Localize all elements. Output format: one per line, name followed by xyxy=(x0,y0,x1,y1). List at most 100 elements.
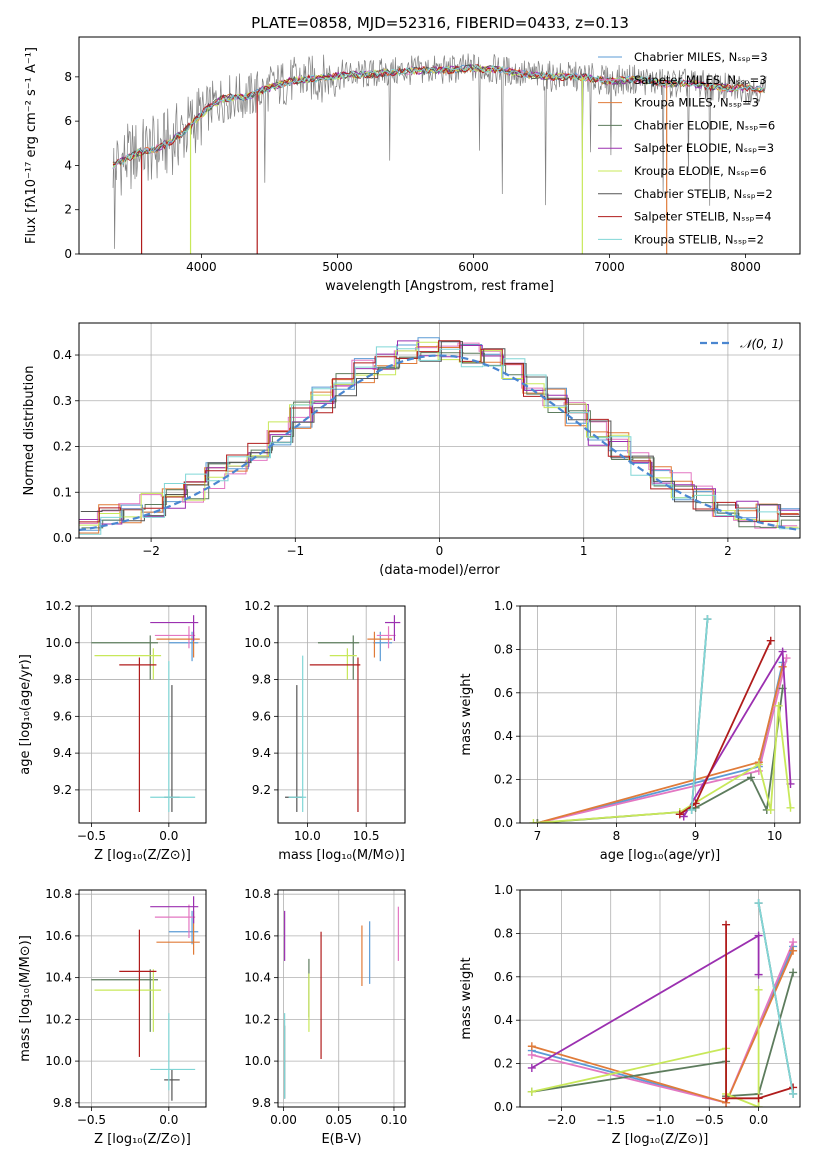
residuals-frame xyxy=(78,322,801,539)
histogram-step-chabrier-elodie xyxy=(81,352,800,529)
weight_vs_age-y-axis-label: mass weight xyxy=(459,673,474,755)
weight_vs_Z-panel: −2.0 −1.5 −1.0 −0.5 0.0 0.0 0.2 0.4 0.6 0.8 1.0 Z [… xyxy=(459,883,801,1147)
age_vs_Z-y-tick-label: 9.6 xyxy=(53,709,72,723)
age_vs_Z-errorbar-salpeter-elodie xyxy=(150,615,199,641)
legend-label-kroupa-stelib: Kroupa STELIB, Nₛₛₚ=2 xyxy=(634,232,764,246)
weight_vs_Z-y-tick-label: 0.0 xyxy=(494,1100,513,1114)
weight_vs_Z-y-tick-label: 1.0 xyxy=(494,883,513,897)
age_vs_mass-errorbar-chabrier-elodie xyxy=(317,635,360,680)
spectrum-plot-area xyxy=(112,53,767,254)
weight_vs_Z-line-salpeter-stelib xyxy=(725,924,794,1100)
weight_vs_age-marker-kroupa-elodie xyxy=(529,819,538,823)
weight_vs_Z-marker-salpeter-stelib xyxy=(722,1094,731,1103)
mass_vs_Z-errorbar-chabrier-elodie xyxy=(91,969,158,1032)
spectrum-model-line-kroupa-stelib xyxy=(112,64,765,169)
mass_vs_ebv-y-tick-label: 10.2 xyxy=(244,1012,271,1026)
spectrum-x-axis-label: wavelength [Angstrom, rest frame] xyxy=(325,279,554,294)
mass_vs_ebv-y-tick-label: 10.0 xyxy=(244,1054,271,1068)
mass_vs_Z-panel: −0.5 0.0 9.8 10.0 10.2 10.4 10.6 10.8 Z [log₁₀(Z… xyxy=(18,887,207,1147)
age_vs_Z-errorbar-salpeter-miles xyxy=(154,626,196,649)
age_vs_mass-frame xyxy=(277,605,406,824)
age_vs_mass-errorbar-salpeter-stelib xyxy=(309,657,361,812)
residuals-x-tick-label: 0 xyxy=(436,544,444,558)
spectrum-y-tick-label: 2 xyxy=(64,203,72,217)
mass_vs_Z-errorbar-salpeter-miles xyxy=(154,904,196,938)
spectrum-y-tick-label: 4 xyxy=(64,158,72,172)
spectrum-y-axis-label: Flux [fλ10⁻¹⁷ erg cm⁻² s⁻¹ A⁻¹] xyxy=(24,47,39,244)
mass_vs_Z-frame xyxy=(78,889,207,1108)
weight_vs_age-marker-kroupa-stelib xyxy=(703,615,712,624)
weight_vs_Z-x-tick-label: −1.5 xyxy=(596,1113,625,1127)
age_vs_Z-y-tick-label: 9.2 xyxy=(53,783,72,797)
weight_vs_Z-marker-kroupa-stelib xyxy=(789,1089,798,1098)
weight_vs_age-marker-kroupa-stelib xyxy=(687,805,696,814)
weight_vs_age-marker-salpeter-elodie xyxy=(778,647,787,656)
weight_vs_age-line-kroupa-stelib xyxy=(690,618,709,811)
age_vs_Z-y-axis-label: age [log₁₀(age/yr)] xyxy=(18,654,33,775)
age_vs_Z-errorbar-kroupa-elodie xyxy=(94,648,162,680)
weight_vs_age-x-axis-label: age [log₁₀(age/yr)] xyxy=(600,848,721,863)
age_vs_mass-errorbar-salpeter-miles xyxy=(376,626,396,649)
age_vs_Z-panel: −0.5 0.0 9.2 9.4 9.6 9.8 10.0 10.2 Z [log₁₀(Z/Z⊙… xyxy=(18,599,207,863)
mass_vs_ebv-y-tick-label: 9.8 xyxy=(252,1096,271,1110)
legend-label-kroupa-miles: Kroupa MILES, Nₛₛₚ=3 xyxy=(634,96,759,110)
age_vs_Z-y-tick-label: 10.2 xyxy=(45,599,72,613)
weight_vs_Z-plot-area xyxy=(527,899,798,1107)
mass_vs_Z-errorbar-kroupa-elodie xyxy=(94,969,162,1032)
age_vs_mass-x-tick-label: 10.5 xyxy=(353,829,380,843)
figure-title: PLATE=0858, MJD=52316, FIBERID=0433, z=0… xyxy=(251,14,629,32)
age_vs_Z-errorbar-chabrier-stelib xyxy=(164,685,180,812)
mass_vs_Z-errorbar-chabrier-stelib xyxy=(164,1069,180,1101)
age_vs_mass-panel: 10.0 10.5 9.2 9.4 9.6 9.8 10.0 10.2 mass [log₁₀(… xyxy=(244,599,406,863)
weight_vs_age-marker-salpeter-stelib xyxy=(675,810,684,819)
weight_vs_age-y-tick-label: 1.0 xyxy=(494,599,513,613)
weight_vs_age-marker-kroupa-elodie xyxy=(766,805,775,814)
age_vs_Z-frame xyxy=(78,605,207,824)
mass_vs_Z-y-tick-label: 10.2 xyxy=(45,1012,72,1026)
weight_vs_Z-marker-salpeter-elodie xyxy=(527,1063,536,1072)
weight_vs_age-x-tick-label: 10 xyxy=(767,829,782,843)
histogram-step-salpeter-stelib xyxy=(79,340,800,523)
residuals-y-tick-label: 0.4 xyxy=(53,348,72,362)
mass_vs_Z-y-tick-label: 10.0 xyxy=(45,1054,72,1068)
age_vs_mass-y-tick-label: 9.6 xyxy=(252,709,271,723)
mass_vs_ebv-x-tick-label: 0.10 xyxy=(381,1113,408,1127)
residuals-panel: −2 −1 0 1 2 0.0 0.1 0.2 0.3 0.4 (data-model)/error… xyxy=(22,322,801,578)
legend-label-chabrier-miles: Chabrier MILES, Nₛₛₚ=3 xyxy=(634,50,768,64)
age_vs_Z-y-tick-label: 9.8 xyxy=(53,673,72,687)
age_vs_mass-x-tick-label: 10.0 xyxy=(294,829,321,843)
spectrum-panel: 4000 5000 6000 7000 8000 0 2 4 6 8 wavelength [Ang… xyxy=(24,36,801,294)
weight_vs_age-line-chabrier-miles xyxy=(537,662,784,823)
age_vs_mass-errorbar-chabrier-miles xyxy=(373,631,393,662)
weight_vs_age-marker-salpeter-stelib xyxy=(766,636,775,645)
weight_vs_Z-x-tick-label: −2.0 xyxy=(547,1113,576,1127)
weight_vs_age-plot-area xyxy=(529,615,795,823)
age_vs_Z-y-tick-label: 10.0 xyxy=(45,636,72,650)
legend-label-salpeter-miles: Salpeter MILES, Nₛₛₚ=3 xyxy=(634,73,767,87)
weight_vs_Z-marker-salpeter-miles xyxy=(527,1050,536,1059)
mass_vs_Z-x-axis-label: Z [log₁₀(Z/Z⊙)] xyxy=(94,1132,191,1147)
weight_vs_age-marker-chabrier-elodie xyxy=(746,773,755,782)
weight_vs_Z-marker-salpeter-miles xyxy=(789,938,798,947)
legend-label-normal: 𝒩(0, 1) xyxy=(740,337,784,351)
weight_vs_Z-marker-chabrier-elodie xyxy=(789,968,798,977)
weight_vs_Z-line-kroupa-miles xyxy=(531,950,794,1104)
normal-distribution-curve xyxy=(79,354,800,532)
weight_vs_Z-y-axis-label: mass weight xyxy=(459,957,474,1039)
mass_vs_Z-x-tick-label: 0.0 xyxy=(159,1113,178,1127)
age_vs_Z-errorbar-kroupa-stelib xyxy=(150,661,196,812)
age_vs_Z-errorbar-salpeter-stelib xyxy=(119,657,157,812)
weight_vs_Z-x-tick-label: 0.0 xyxy=(749,1113,768,1127)
histogram-step-chabrier-miles xyxy=(79,337,800,531)
weight_vs_Z-y-tick-label: 0.4 xyxy=(494,1013,513,1027)
weight_vs_Z-marker-salpeter-elodie xyxy=(754,931,763,940)
mass_vs_ebv-frame xyxy=(277,889,406,1108)
age_vs_Z-y-tick-label: 9.4 xyxy=(53,746,72,760)
weight_vs_Z-y-tick-label: 0.8 xyxy=(494,926,513,940)
residuals-x-axis-label: (data-model)/error xyxy=(379,563,500,578)
mass_vs_ebv-panel: 0.00 0.05 0.10 9.8 10.0 10.2 10.4 10.6 10.8 E(B-V… xyxy=(244,887,407,1147)
spectrum-x-tick-label: 7000 xyxy=(594,260,625,274)
weight_vs_age-y-tick-label: 0.8 xyxy=(494,642,513,656)
spectrum-x-tick-label: 4000 xyxy=(186,260,217,274)
mass_vs_Z-errorbar-kroupa-stelib xyxy=(150,1013,196,1091)
